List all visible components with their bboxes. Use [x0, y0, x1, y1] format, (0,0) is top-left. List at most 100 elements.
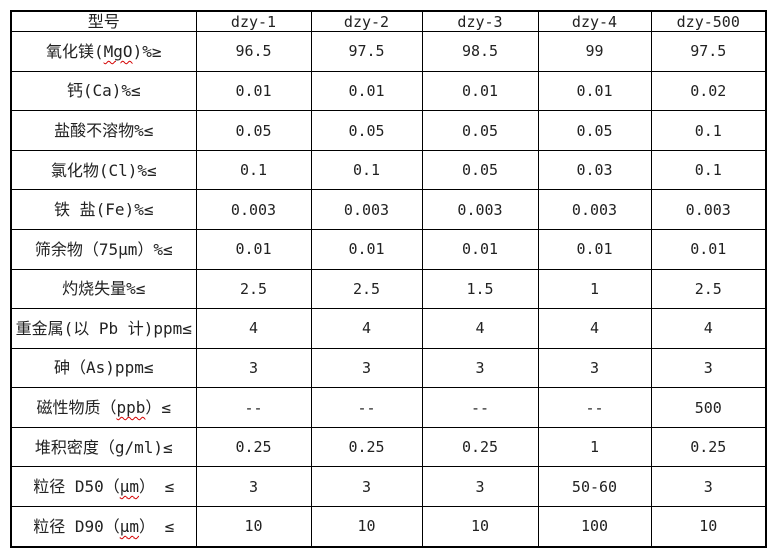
table-row: 粒径 D50（μm） ≤3 3 3 50-60 3 [10, 466, 767, 507]
table-row: 筛余物（75μm）%≤ 0.01 0.01 0.01 0.01 0.01 [10, 229, 767, 270]
value-cell: 0.05 [421, 110, 539, 151]
header-cell: dzy-2 [310, 10, 423, 33]
value-cell: 0.1 [650, 149, 767, 191]
value-cell: 10 [650, 505, 767, 548]
label-segment: 盐酸不溶物%≤ [54, 121, 154, 140]
label-segment: 堆积密度（g/ml)≤ [34, 437, 173, 457]
header-cell: dzy-4 [537, 10, 652, 33]
row-label-cell: 筛余物（75μm）%≤ [10, 229, 197, 270]
value-cell: 2.5 [310, 268, 423, 310]
label-segment: 重金属(以 Pb 计)ppm≤ [15, 318, 192, 338]
value-cell: 10 [421, 505, 539, 548]
label-segment: 铁 盐(Fe)%≤ [54, 200, 154, 220]
value-cell: 0.1 [310, 149, 423, 191]
value-cell: 0.01 [421, 70, 539, 112]
header-row: 型号 dzy-1 dzy-2 dzy-3 dzy-4 dzy-500 [10, 10, 767, 33]
value-cell: 0.01 [310, 70, 423, 112]
value-cell: 10 [195, 505, 312, 548]
row-label-cell: 重金属(以 Pb 计)ppm≤ [10, 308, 197, 349]
value-cell: 50-60 [537, 466, 652, 507]
spellcheck-squiggle-text: ppb [116, 397, 146, 417]
label-segment: ）≤ [145, 397, 172, 417]
value-cell: 2.5 [195, 268, 312, 310]
value-cell: 0.003 [537, 189, 652, 230]
value-cell: 3 [650, 347, 767, 389]
value-cell: 4 [421, 308, 539, 349]
table-row: 磁性物质（ppb）≤ -- -- -- -- 500 [10, 387, 767, 428]
value-cell: 100 [537, 505, 652, 548]
label-segment: )%≥ [132, 41, 162, 61]
row-label-cell: 盐酸不溶物%≤ [10, 110, 197, 151]
value-cell: 0.01 [421, 229, 539, 270]
value-cell: 98.5 [421, 31, 539, 72]
value-cell: 3 [650, 466, 767, 507]
label-segment: 粒径 D90（ [33, 516, 120, 536]
value-cell: 0.01 [195, 229, 312, 270]
value-cell: 0.003 [421, 189, 539, 230]
row-label-cell: 磁性物质（ppb）≤ [10, 387, 197, 428]
value-cell: 0.1 [195, 149, 312, 191]
value-cell: 3 [421, 466, 539, 507]
label-segment: 灼烧失量%≤ [62, 279, 146, 299]
value-cell: 0.01 [310, 229, 423, 270]
row-label-cell: 粒径 D50（μm） ≤ [10, 466, 197, 507]
value-cell: 97.5 [310, 31, 423, 72]
table-row: 盐酸不溶物%≤ 0.05 0.05 0.05 0.05 0.1 [10, 110, 767, 151]
value-cell: 0.25 [650, 426, 767, 468]
value-cell: 3 [537, 347, 652, 389]
value-cell: 0.003 [650, 189, 767, 230]
label-segment: 筛余物（75μm）%≤ [34, 239, 173, 259]
table-row: 堆积密度（g/ml)≤ 0.25 0.25 0.25 1 0.25 [10, 426, 767, 468]
spellcheck-squiggle-text: μm [119, 516, 140, 536]
value-cell: -- [310, 387, 423, 428]
value-cell: -- [421, 387, 539, 428]
value-cell: 2.5 [650, 268, 767, 310]
value-cell: 0.01 [537, 70, 652, 112]
value-cell: 0.003 [195, 189, 312, 230]
table-row: 灼烧失量%≤ 2.5 2.5 1.5 1 2.5 [10, 268, 767, 310]
table-row: 粒径 D90（μm） ≤10 10 10 100 10 [10, 505, 767, 548]
value-cell: 99 [537, 31, 652, 72]
header-cell-model: 型号 [10, 10, 197, 33]
header-cell: dzy-500 [650, 10, 767, 33]
value-cell: 0.02 [650, 70, 767, 112]
label-segment: 砷（As)ppm≤ [54, 358, 154, 378]
value-cell: 3 [310, 347, 423, 389]
spellcheck-squiggle-text: μm [119, 477, 140, 497]
row-label-cell: 灼烧失量%≤ [10, 268, 197, 310]
value-cell: 1 [537, 426, 652, 468]
header-cell: dzy-1 [195, 10, 312, 33]
table-row: 重金属(以 Pb 计)ppm≤ 4 4 4 4 4 [10, 308, 767, 349]
label-segment: ） ≤ [139, 516, 175, 536]
row-label-cell: 粒径 D90（μm） ≤ [10, 505, 197, 548]
label-segment: 钙(Ca)%≤ [66, 81, 141, 101]
row-label-cell: 氯化物(Cl)%≤ [10, 149, 197, 191]
value-cell: 0.05 [310, 110, 423, 151]
label-segment: 粒径 D50（ [33, 477, 120, 497]
value-cell: -- [537, 387, 652, 428]
value-cell: 0.01 [195, 70, 312, 112]
value-cell: 4 [537, 308, 652, 349]
table-row: 铁 盐(Fe)%≤ 0.003 0.003 0.003 0.003 0.003 [10, 189, 767, 230]
value-cell: 3 [421, 347, 539, 389]
value-cell: 1 [537, 268, 652, 310]
value-cell: 0.25 [310, 426, 423, 468]
label-segment: 磁性物质（ [36, 397, 117, 417]
label-segment: 氧化镁( [46, 41, 104, 61]
value-cell: 0.003 [310, 189, 423, 230]
value-cell: 500 [650, 387, 767, 428]
value-cell: -- [195, 387, 312, 428]
row-label-cell: 堆积密度（g/ml)≤ [10, 426, 197, 468]
value-cell: 0.01 [537, 229, 652, 270]
table-row: 氯化物(Cl)%≤ 0.1 0.1 0.05 0.03 0.1 [10, 149, 767, 191]
value-cell: 10 [310, 505, 423, 548]
table-row: 钙(Ca)%≤ 0.01 0.01 0.01 0.01 0.02 [10, 70, 767, 112]
row-label-cell: 铁 盐(Fe)%≤ [10, 189, 197, 230]
label-segment: 氯化物(Cl)%≤ [50, 160, 157, 180]
row-label-cell: 钙(Ca)%≤ [10, 70, 197, 112]
product-spec-table: 型号 dzy-1 dzy-2 dzy-3 dzy-4 dzy-500 氧化镁(MgO)%≥… [10, 10, 767, 548]
value-cell: 0.25 [195, 426, 312, 468]
value-cell: 4 [195, 308, 312, 349]
header-cell: dzy-3 [421, 10, 539, 33]
